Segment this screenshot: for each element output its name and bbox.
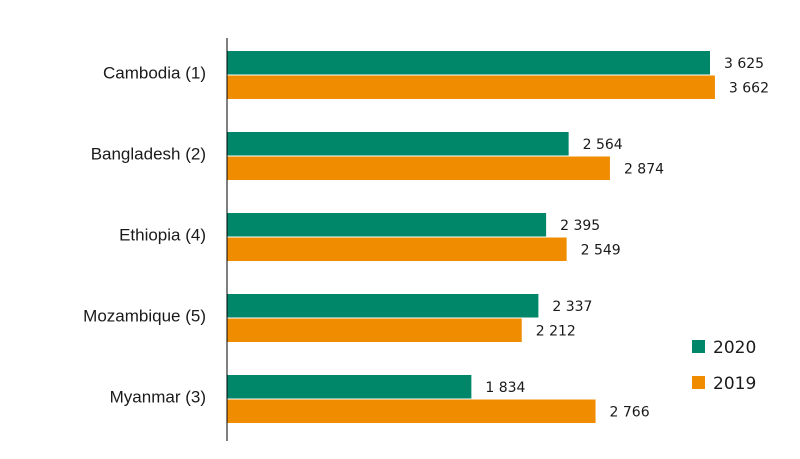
value-label-2020-bangladesh-2: 2 564 [583,137,623,153]
bar-2020-mozambique-5 [227,294,539,318]
value-label-2020-ethiopia-4: 2 395 [560,218,600,234]
bar-2019-myanmar-3 [227,399,596,423]
value-label-2019-ethiopia-4: 2 549 [581,242,621,258]
legend-swatch-2020 [692,340,705,353]
bar-2020-myanmar-3 [227,375,472,399]
category-label-bangladesh-2: Bangladesh (2) [91,145,206,164]
value-label-2019-myanmar-3: 2 766 [610,404,650,420]
value-label-2019-cambodia-1: 3 662 [729,80,769,96]
bar-2020-cambodia-1 [227,51,711,75]
bar-2019-cambodia-1 [227,75,715,99]
legend: 2020 2019 [692,338,756,394]
category-label-cambodia-1: Cambodia (1) [103,64,206,83]
value-label-2019-bangladesh-2: 2 874 [624,161,664,177]
bar-2019-mozambique-5 [227,318,522,342]
legend-label-2019: 2019 [713,374,756,394]
bar-2020-bangladesh-2 [227,132,569,156]
category-labels: Cambodia (1) Bangladesh (2) Ethiopia (4) Mo… [83,64,206,407]
legend-label-2020: 2020 [713,338,756,358]
category-label-ethiopia-4: Ethiopia (4) [119,226,206,245]
category-label-myanmar-3: Myanmar (3) [110,388,206,407]
bar-2020-ethiopia-4 [227,213,547,237]
bar-2019-bangladesh-2 [227,156,610,180]
category-label-mozambique-5: Mozambique (5) [83,307,206,326]
value-label-2020-cambodia-1: 3 625 [724,56,764,72]
bar-2019-ethiopia-4 [227,237,567,261]
bars-group [227,51,715,423]
value-label-2019-mozambique-5: 2 212 [536,323,576,339]
value-label-2020-myanmar-3: 1 834 [485,380,525,396]
value-label-2020-mozambique-5: 2 337 [552,299,592,315]
legend-swatch-2019 [692,376,705,389]
